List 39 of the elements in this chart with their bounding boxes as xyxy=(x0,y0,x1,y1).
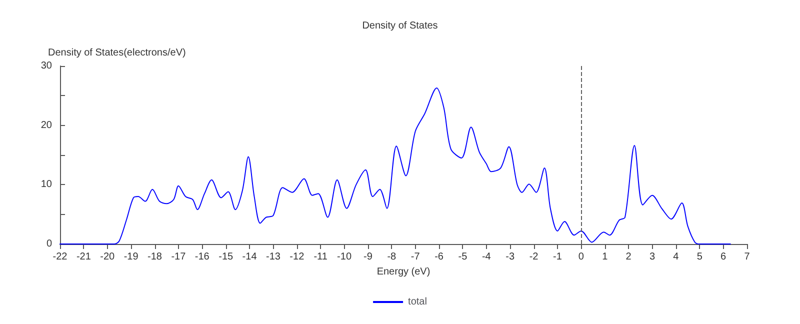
chart-title: Density of States xyxy=(362,20,438,32)
y-tick-label: 30 xyxy=(40,60,52,72)
x-axis-title: Energy (eV) xyxy=(376,266,430,278)
x-tick-label: -20 xyxy=(100,252,116,262)
x-tick-label: 3 xyxy=(649,252,656,262)
x-tick-label: -16 xyxy=(194,252,210,262)
x-tick-label: -14 xyxy=(242,252,258,262)
x-tick-label: -1 xyxy=(553,252,562,262)
y-tick-label: 0 xyxy=(46,238,52,250)
x-tick-label: 2 xyxy=(626,252,632,262)
y-tick-label: 20 xyxy=(40,120,52,131)
x-tick-label: -9 xyxy=(364,252,373,262)
x-tick-label: 6 xyxy=(720,252,727,262)
x-tick-label: -8 xyxy=(387,252,397,262)
x-tick-label: -19 xyxy=(124,252,139,262)
x-tick-label: -11 xyxy=(314,252,328,262)
x-tick-label: -2 xyxy=(529,252,539,262)
x-tick-label: 5 xyxy=(696,252,703,262)
x-tick-label: -6 xyxy=(434,252,444,262)
x-tick-label: -3 xyxy=(506,252,515,262)
x-tick-label: 7 xyxy=(744,252,750,262)
y-axis-title: Density of States(electrons/eV) xyxy=(48,48,186,58)
x-tick-label: -12 xyxy=(290,252,305,262)
x-tick-label: -10 xyxy=(337,252,352,262)
y-tick-label: 10 xyxy=(40,179,52,190)
legend-label: total xyxy=(408,296,427,308)
x-tick-label: -5 xyxy=(458,252,468,262)
x-tick-label: 1 xyxy=(602,252,608,262)
x-tick-label: -21 xyxy=(76,252,92,262)
x-tick-label: -22 xyxy=(52,252,68,262)
x-tick-label: 0 xyxy=(578,252,584,262)
x-tick-label: 4 xyxy=(673,252,680,262)
x-tick-label: -15 xyxy=(218,252,234,262)
line-series xyxy=(60,87,731,244)
x-tick-label: -13 xyxy=(266,252,281,262)
x-tick-label: -17 xyxy=(171,252,186,262)
x-tick-label: -7 xyxy=(410,252,420,262)
x-tick-label: -18 xyxy=(148,252,162,262)
x-tick-label: -4 xyxy=(482,252,492,262)
